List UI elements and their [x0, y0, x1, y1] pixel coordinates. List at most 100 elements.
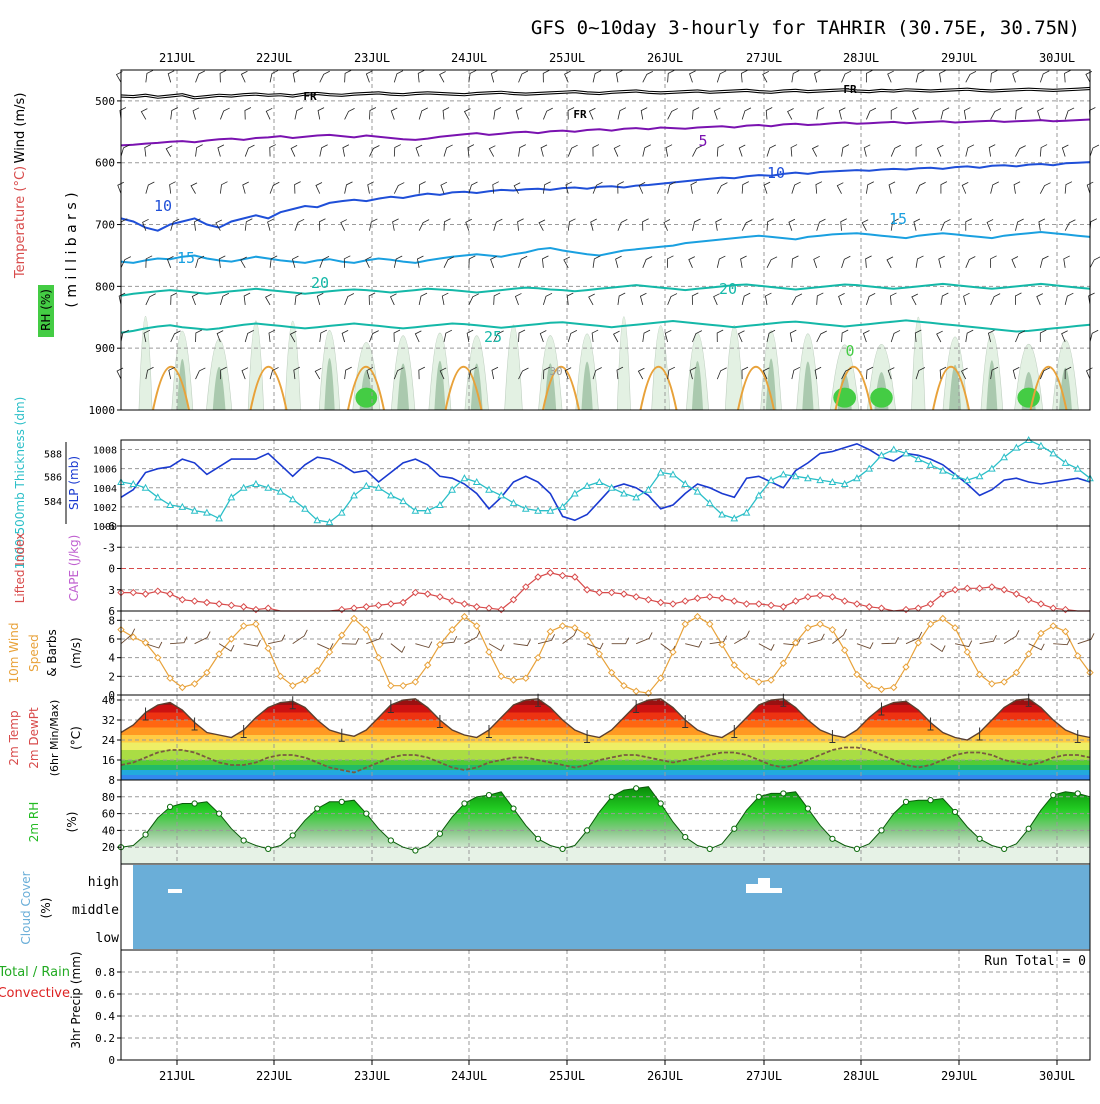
rh-shading-mid [949, 364, 962, 410]
wind-barb [813, 255, 820, 268]
x-tick-label-top: 21JUL [159, 51, 195, 65]
wind-barb [617, 181, 624, 194]
wind-barb [465, 218, 472, 231]
wind-barb [990, 70, 998, 83]
thickness-point [1012, 443, 1021, 451]
wind-barb [168, 366, 175, 380]
wind-barb [764, 292, 772, 305]
thickness-point [754, 491, 763, 499]
thickness-point [853, 474, 861, 482]
thickness-point [448, 485, 457, 493]
temp-minmax [829, 730, 836, 743]
isotherm-label: 15 [889, 210, 907, 228]
wind-barb [816, 218, 826, 231]
wind-barb [439, 367, 447, 380]
y-tick-label: 16 [102, 754, 115, 767]
wind-barb [963, 107, 971, 120]
wind-barb [692, 107, 700, 120]
rh-point [559, 845, 566, 852]
wind-barb [940, 107, 950, 120]
wind-barb-10m [292, 629, 308, 645]
wind-speed-point [742, 672, 751, 681]
wind-speed-point [755, 678, 763, 686]
wind-barb [592, 144, 600, 157]
wind-barb [365, 70, 373, 83]
wind-barb [965, 256, 976, 268]
wind-barb [567, 107, 575, 120]
temp-minmax [731, 725, 738, 738]
x-tick-label-top: 25JUL [549, 51, 585, 65]
thickness-point [288, 495, 297, 503]
thickness-point [669, 470, 677, 478]
wind-barb [463, 108, 471, 120]
isotherm-label: 20 [311, 274, 329, 292]
wind-barb-10m [856, 642, 874, 650]
wind-barb [120, 144, 130, 157]
isotherm-30 [542, 365, 580, 411]
wind-barb [791, 366, 801, 380]
thickness-point [718, 510, 726, 518]
thickness-point [632, 493, 641, 501]
wind-barb [1011, 256, 1019, 268]
rh-shading-mid [581, 361, 593, 410]
wind-barb [639, 292, 647, 306]
wind-barb [816, 330, 827, 343]
wind-speed-point [338, 631, 346, 639]
rh-shading [138, 316, 153, 411]
wind-barb [1037, 107, 1044, 120]
wind-speed-point [963, 648, 972, 656]
isotherm-line [120, 230, 1091, 264]
wind-barb [1064, 70, 1071, 83]
y-tick-label: 0.4 [95, 1010, 115, 1023]
y-tick-label: 1000 [89, 404, 116, 417]
wind-barb [841, 329, 849, 343]
y-tick-label: 60 [102, 808, 115, 821]
wind-barb [915, 144, 923, 157]
lifted-index-point [583, 586, 591, 594]
x-tick-label-top: 28JUL [843, 51, 879, 65]
rh-point [608, 793, 615, 800]
wind-barb [566, 292, 574, 305]
wind-speed-point [853, 670, 861, 679]
wind-barb [939, 70, 946, 83]
rh-point [314, 805, 321, 812]
wind-barb [415, 144, 423, 157]
temp-minmax [633, 700, 640, 713]
wind-barb-10m [930, 643, 946, 653]
temp-minmax [682, 715, 689, 728]
wind-barb [663, 219, 671, 231]
rh-shading-mid [986, 360, 998, 410]
wind-barb [393, 255, 403, 268]
wind-barb [990, 255, 997, 268]
thickness-point [1049, 449, 1058, 457]
lifted-index-point [951, 586, 959, 594]
wind-barb-10m [1003, 630, 1020, 645]
lifted-index-point [693, 594, 702, 602]
x-tick-label-bottom: 25JUL [549, 1069, 585, 1083]
y-tick-label: 40 [102, 694, 115, 707]
wind-barb [965, 71, 977, 83]
cloud-unit: (%) [39, 898, 53, 919]
wind-barb [217, 144, 225, 157]
thickness-point [460, 474, 469, 482]
wind-barb [987, 329, 995, 343]
wind-barb [165, 145, 173, 157]
wind-barb [1061, 144, 1069, 157]
wind-barb [118, 292, 126, 305]
x-tick-label-top: 22JUL [256, 51, 292, 65]
temp-minmax [780, 693, 787, 707]
wind-barb [766, 329, 776, 343]
wind-barb [1015, 292, 1022, 305]
rh-point [485, 792, 493, 799]
wind-barb [513, 182, 521, 194]
wind-speed-point [239, 622, 248, 630]
wind-barb [440, 181, 448, 194]
wind-barb [1036, 293, 1043, 306]
wind-barb [468, 255, 476, 268]
rh-point [240, 837, 247, 844]
x-tick-label-bottom: 28JUL [843, 1069, 879, 1083]
wind-barb [960, 367, 968, 380]
wind-barb-10m [243, 639, 261, 647]
wind-barb [340, 219, 347, 231]
thickness-point [153, 493, 162, 501]
